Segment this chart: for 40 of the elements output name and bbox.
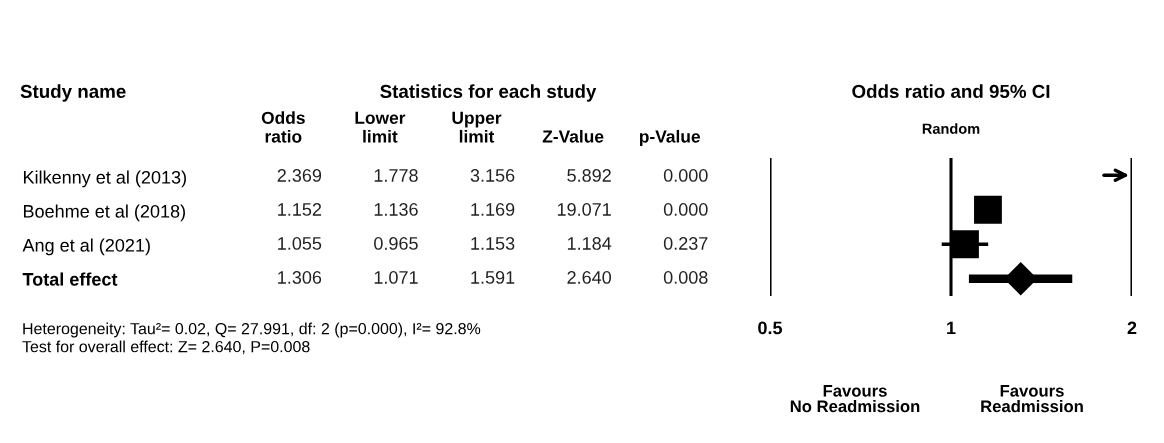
text: Favours Readmission [981,385,1083,413]
text: 1.153 [471,237,515,250]
text: 1.136 [374,203,418,216]
text: 1.169 [471,203,515,216]
text: 3.156 [470,169,515,182]
chart-title: Odds ratio and 95% CI [852,84,1050,99]
chart-subtitle: Random [922,123,980,134]
text: 1.778 [374,169,418,182]
category-label: Kilkenny et al (2013) [23,170,186,188]
text: 1.071 [374,271,418,284]
category-label: Total effect [22,272,118,286]
category-label: Lower limit [355,111,406,143]
text: Statistics for each study [380,84,597,102]
text: Heterogeneity: Tau²= 0.02, Q= 27.991, df: 2 (p=0.000), I²= 92.8% [23,322,481,338]
text: 1.184 [567,237,612,250]
text: 19.071 [557,203,611,216]
text: Study name [20,84,126,102]
text: 0.000 [663,169,708,182]
category-label: Z-Value [542,129,604,143]
text: Test for overall effect: Z= 2.640, P=0.008 [22,340,310,355]
category-label: p-Value [639,129,700,147]
text: 1.152 [278,203,322,216]
text: 0.965 [374,237,418,250]
text: 1.306 [278,271,322,284]
x-tick-label: 2 [1127,321,1137,335]
category-label: Boehme et al (2018) [23,204,185,222]
text: 2.369 [277,169,322,182]
text: 0.008 [663,271,708,284]
text: 1.591 [471,271,515,284]
category-label: Ang et al (2021) [22,238,150,256]
x-tick-label: 0.5 [758,321,783,335]
x-tick-label: 1 [947,321,956,335]
category-label: Odds ratio [261,111,305,143]
text: 0.237 [663,237,708,250]
text: 2.640 [567,271,612,284]
category-label: Upper limit [452,111,502,143]
text: 5.892 [567,169,611,182]
text: 1.055 [278,237,322,250]
text: Favours No Readmission [790,385,920,413]
text: 0.000 [663,203,708,216]
